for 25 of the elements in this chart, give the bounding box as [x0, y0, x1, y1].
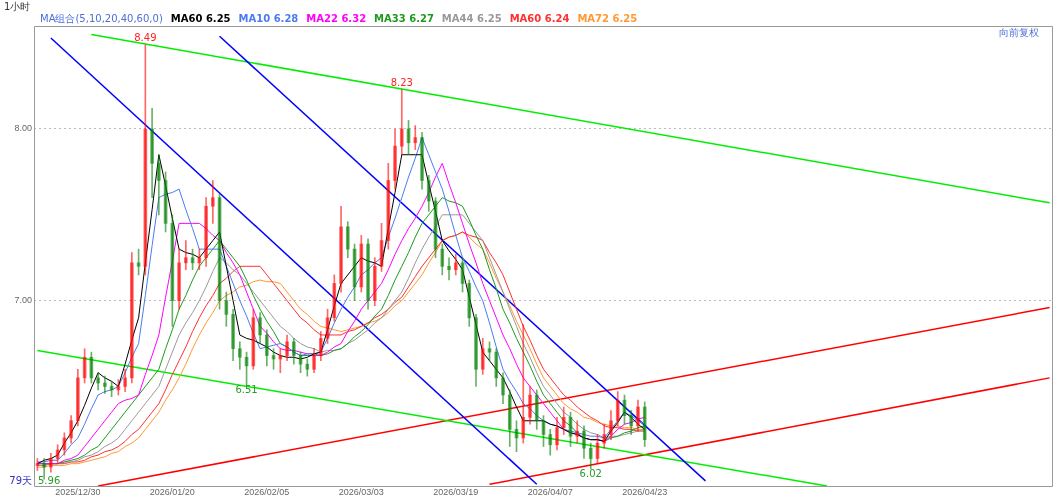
text: MA10 6.28 [236, 13, 301, 24]
x-tick-label: 2026/04/23 [622, 486, 668, 497]
annotation: 8.23 [390, 77, 413, 89]
annotation: 6.51 [235, 384, 258, 396]
annotation: 8.49 [134, 32, 157, 44]
text: 79天 [9, 474, 32, 486]
annotation: 向前复权 [999, 26, 1039, 38]
text: MA22 6.32 [304, 13, 369, 24]
annotation: 5.96 [38, 474, 61, 486]
text: MA72 6.25 [575, 13, 640, 24]
text: MA60 6.24 [507, 13, 572, 24]
text: MA44 6.25 [439, 13, 504, 24]
annotation: 6.02 [579, 468, 602, 480]
x-tick-label: 2026/04/07 [527, 486, 573, 497]
text: MA60 6.25 [168, 13, 233, 24]
legend-title: MA组合(5,10,20,40,60,0) [38, 13, 165, 24]
x-tick-label: 2026/03/03 [338, 486, 384, 497]
chart-title: 1小时 [4, 0, 31, 14]
x-tick-label: 2025/12/30 [55, 486, 101, 497]
text: MA33 6.27 [372, 13, 436, 24]
y-tick-label: 8.00 [14, 123, 32, 134]
x-tick-label: 2026/03/19 [433, 486, 479, 497]
y-tick-label: 7.00 [14, 295, 32, 306]
x-tick-label: 2026/01/20 [149, 486, 195, 497]
x-tick-label: 2026/02/05 [244, 486, 290, 497]
